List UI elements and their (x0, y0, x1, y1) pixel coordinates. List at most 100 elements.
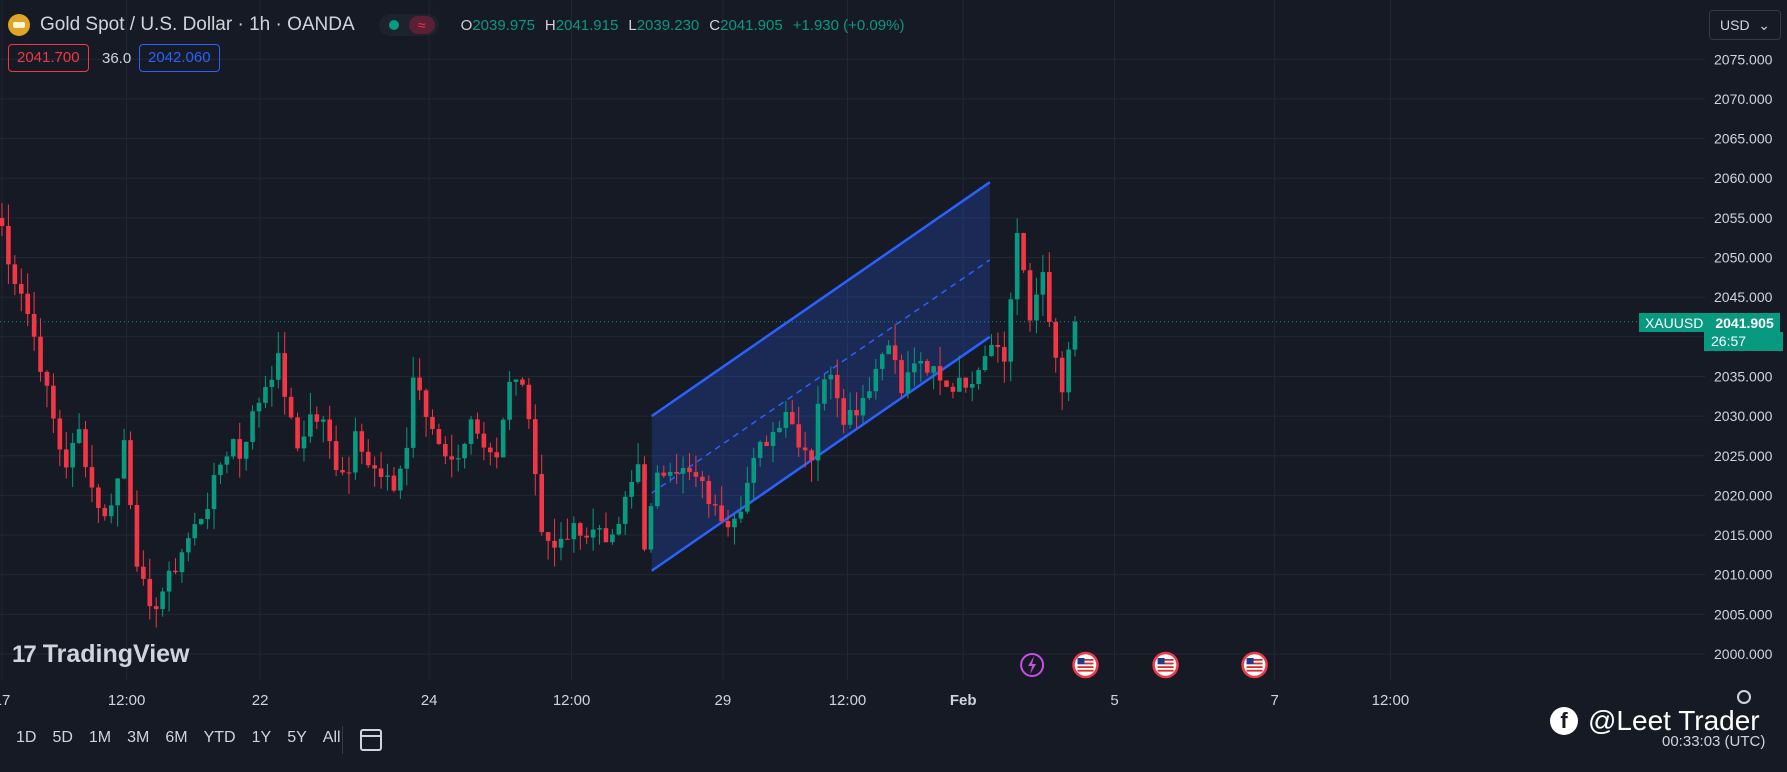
candle[interactable] (455, 444, 461, 472)
candle[interactable] (905, 351, 911, 399)
channel-upper-line[interactable] (650, 181, 991, 418)
candle[interactable] (1034, 277, 1039, 334)
candle[interactable] (1002, 331, 1007, 383)
us-flag-event-icon[interactable] (1152, 651, 1179, 679)
candle[interactable] (417, 358, 422, 401)
candle[interactable] (25, 273, 31, 327)
candle[interactable] (667, 462, 673, 483)
candle[interactable] (250, 405, 255, 450)
price-axis[interactable]: 2075.000 2070.000 2065.000 2060.000 2055.000… (1714, 51, 1773, 662)
candle[interactable] (507, 371, 512, 430)
candle[interactable] (873, 358, 879, 400)
candle[interactable] (918, 352, 924, 383)
candle[interactable] (333, 425, 339, 477)
candle[interactable] (867, 377, 872, 400)
candle[interactable] (745, 466, 750, 514)
candle[interactable] (789, 399, 795, 425)
candle[interactable] (179, 548, 185, 583)
candle[interactable] (912, 347, 917, 387)
candle[interactable] (365, 439, 371, 468)
candle[interactable] (198, 518, 204, 526)
candle[interactable] (57, 409, 63, 467)
candle[interactable] (96, 484, 101, 523)
candle[interactable] (31, 292, 37, 351)
candle[interactable] (828, 366, 834, 400)
candle[interactable] (687, 453, 692, 481)
candle[interactable] (610, 528, 615, 545)
candle[interactable] (494, 437, 500, 469)
candle[interactable] (841, 388, 846, 434)
candle[interactable] (674, 453, 679, 484)
candle[interactable] (70, 433, 75, 488)
range-1d[interactable]: 1D (16, 729, 37, 746)
range-1y[interactable]: 1Y (251, 729, 272, 746)
candle[interactable] (822, 374, 827, 411)
candle[interactable] (108, 493, 114, 524)
market-status-pill[interactable]: ≈ (378, 14, 439, 36)
tradingview-logo[interactable]: 17 TradingView (12, 640, 190, 668)
candle[interactable] (834, 359, 840, 418)
candle[interactable] (944, 380, 949, 388)
settings-icon[interactable] (1737, 690, 1751, 704)
candle[interactable] (134, 490, 140, 572)
candle[interactable] (693, 455, 699, 488)
range-6m[interactable]: 6M (165, 729, 188, 746)
candle[interactable] (308, 392, 313, 443)
candle[interactable] (462, 442, 467, 469)
candle[interactable] (83, 421, 88, 478)
candle[interactable] (166, 561, 172, 612)
range-all[interactable]: All (322, 729, 341, 746)
candle[interactable] (282, 332, 288, 415)
candle[interactable] (153, 597, 159, 628)
range-5d[interactable]: 5D (52, 729, 73, 746)
candle[interactable] (597, 524, 602, 545)
candle[interactable] (879, 352, 885, 381)
candle[interactable] (603, 512, 609, 543)
candle[interactable] (192, 512, 198, 546)
candle[interactable] (764, 435, 769, 447)
candle[interactable] (545, 532, 551, 560)
candle[interactable] (1027, 263, 1033, 332)
lightning-event-icon[interactable] (1020, 653, 1045, 677)
candle[interactable] (712, 494, 718, 516)
candle[interactable] (860, 384, 866, 424)
candle[interactable] (1040, 254, 1046, 317)
candle[interactable] (378, 451, 384, 489)
candle[interactable] (963, 377, 969, 393)
candle[interactable] (796, 406, 802, 458)
candle[interactable] (6, 204, 11, 285)
candle[interactable] (1066, 341, 1071, 401)
candle[interactable] (783, 400, 789, 438)
candle[interactable] (1014, 218, 1020, 315)
candle[interactable] (372, 456, 377, 487)
candle[interactable] (211, 462, 217, 530)
candle[interactable] (989, 334, 994, 357)
candle[interactable] (12, 255, 18, 296)
candle[interactable] (982, 345, 988, 373)
candle[interactable] (243, 441, 249, 471)
candle[interactable] (121, 428, 127, 480)
us-flag-event-icon[interactable] (1241, 651, 1268, 679)
candle[interactable] (802, 431, 808, 468)
calendar-icon[interactable] (360, 729, 382, 751)
candle[interactable] (680, 456, 686, 494)
candle[interactable] (449, 434, 455, 478)
candle[interactable] (256, 397, 262, 428)
candle[interactable] (648, 502, 654, 553)
candle[interactable] (288, 387, 294, 420)
candle[interactable] (957, 355, 962, 393)
candle[interactable] (320, 415, 326, 443)
candle[interactable] (661, 465, 667, 478)
candle[interactable] (577, 521, 583, 550)
candle[interactable] (622, 491, 628, 535)
candle[interactable] (218, 462, 223, 485)
candle[interactable] (571, 516, 577, 553)
candle[interactable] (777, 420, 782, 433)
utc-clock[interactable]: 00:33:03 (UTC) (1662, 733, 1766, 750)
candle[interactable] (526, 377, 532, 429)
candle[interactable] (532, 404, 538, 496)
currency-select[interactable]: USD ⌄ (1709, 10, 1781, 40)
candle[interactable] (552, 518, 557, 567)
candle[interactable] (924, 358, 930, 376)
